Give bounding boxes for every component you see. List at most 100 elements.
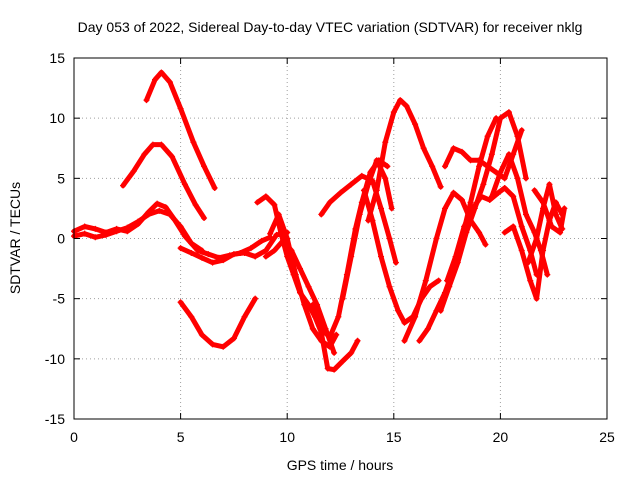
data-point-marker [220,257,227,264]
data-point-marker [326,343,333,350]
y-tick-label: 10 [49,110,65,126]
data-point-marker [422,277,429,284]
data-point-marker [284,235,291,242]
data-point-marker [348,181,355,188]
data-point-marker [192,201,199,208]
data-point-marker [339,295,346,302]
data-point-marker [252,295,259,302]
data-point-marker [437,307,444,314]
data-point-marker [271,247,278,254]
x-axis-label: GPS time / hours [287,457,394,473]
data-point-marker [484,133,491,140]
data-point-marker [397,97,404,104]
data-point-marker [510,193,517,200]
data-point-marker [390,109,397,116]
y-tick-label: -5 [53,291,66,307]
data-point-marker [441,163,448,170]
data-point-marker [188,240,195,247]
data-point-marker [444,277,451,284]
data-point-marker [309,301,316,308]
data-point-marker [181,181,188,188]
data-point-marker [220,343,227,350]
series-arc-5 [178,296,258,350]
data-point-marker [401,337,408,344]
data-point-marker [392,259,399,266]
data-point-marker [188,313,195,320]
data-point-marker [143,97,150,104]
series-arc-1 [144,69,218,191]
data-point-marker [162,204,169,211]
data-point-marker [177,299,184,306]
data-point-marker [518,127,525,134]
data-point-marker [544,271,551,278]
data-point-marker [113,228,120,235]
data-point-marker [501,175,508,182]
data-point-marker [166,79,173,86]
y-tick-label: 0 [57,231,65,247]
data-point-marker [522,211,529,218]
data-point-marker [459,196,466,203]
series-arc-17 [438,109,529,314]
data-point-marker [149,141,156,148]
series-arc-15 [402,190,488,344]
data-point-marker [198,254,205,261]
data-point-marker [177,105,184,112]
data-point-marker [326,199,333,206]
data-point-marker [120,182,127,189]
data-point-marker [262,193,269,200]
data-point-marker [427,283,434,290]
data-point-marker [152,76,159,83]
data-point-marker [365,181,372,188]
data-point-marker [252,253,259,260]
data-point-marker [130,168,137,175]
data-point-marker [540,247,547,254]
data-point-marker [386,235,393,242]
data-point-marker [495,189,502,196]
data-point-marker [292,271,299,278]
data-point-marker [324,365,331,372]
data-point-marker [198,331,205,338]
data-point-marker [373,187,380,194]
data-point-marker [258,237,265,244]
data-point-marker [533,235,540,242]
data-point-marker [533,295,540,302]
y-tick-label: -15 [45,411,65,427]
data-point-marker [241,249,248,256]
x-tick-label: 0 [70,429,78,445]
data-point-marker [296,265,303,272]
data-point-marker [201,163,208,170]
data-point-marker [420,145,427,152]
data-point-marker [318,211,325,218]
data-point-marker [81,230,88,237]
data-point-marker [501,184,508,191]
data-point-marker [333,331,340,338]
data-point-marker [262,247,269,254]
data-point-marker [461,223,468,230]
x-tick-label: 10 [279,429,295,445]
data-point-marker [275,211,282,218]
series-arc-12 [340,157,395,302]
data-point-marker [518,247,525,254]
data-point-marker [416,337,423,344]
data-point-marker [403,103,410,110]
data-point-marker [92,234,99,241]
data-point-marker [230,335,237,342]
data-point-marker [209,259,216,266]
data-point-marker [198,247,205,254]
data-point-marker [476,163,483,170]
data-point-marker [437,183,444,190]
data-point-marker [301,301,308,308]
data-point-marker [318,337,325,344]
data-point-marker [501,229,508,236]
x-tick-label: 25 [599,429,615,445]
data-point-marker [337,189,344,196]
data-point-marker [141,151,148,158]
data-point-marker [446,283,453,290]
x-tick-label: 5 [177,429,185,445]
data-point-marker [318,325,325,332]
data-point-marker [480,181,487,188]
chart-title: Day 053 of 2022, Sidereal Day-to-day VTE… [78,19,583,35]
data-point-marker [190,139,197,146]
data-point-marker [497,115,504,122]
series-arc-20 [489,151,550,278]
